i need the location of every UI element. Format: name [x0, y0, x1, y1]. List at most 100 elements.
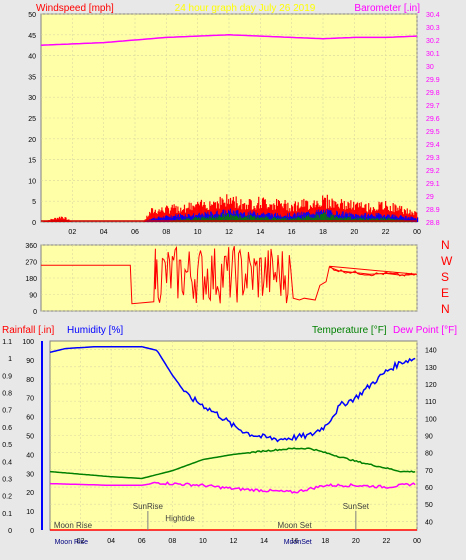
wind-average-bar: [181, 215, 183, 222]
wind-speed-bar: [231, 215, 233, 222]
wind-average-bar: [353, 214, 355, 222]
wind-average-bar: [163, 216, 165, 222]
wind-speed-bar: [204, 217, 206, 222]
wind-gust-bar: [61, 216, 63, 222]
x-tick: 18: [321, 538, 329, 545]
x-tick: 06: [131, 229, 139, 236]
wind-speed-bar: [323, 212, 324, 222]
wind-speed-bar: [203, 218, 205, 222]
wind-gust-bar: [358, 202, 360, 222]
wind-gust-bar: [370, 207, 372, 222]
wind-speed-bar: [233, 216, 235, 222]
wind-speed-bar: [376, 217, 378, 222]
wind-gust-bar: [386, 206, 389, 222]
dewpoint-axis-label: Dew Point [°F]: [393, 325, 457, 336]
wind-gust-bar: [171, 204, 173, 222]
wind-average-bar: [400, 215, 402, 222]
wind-gust-bar: [175, 205, 177, 222]
wind-speed-bar: [324, 212, 326, 222]
wind-speed-bar: [197, 217, 199, 222]
wind-speed-bar: [356, 217, 358, 222]
wind-average-bar: [355, 214, 357, 222]
wind-speed-bar: [225, 214, 227, 222]
wind-gust-bar: [378, 201, 380, 222]
wind-gust-bar: [338, 206, 340, 222]
wind-gust-bar: [192, 205, 194, 222]
wind-speed-bar: [241, 217, 243, 222]
wind-average-bar: [167, 216, 169, 222]
wind-gust-bar: [257, 202, 259, 222]
wind-average-bar: [158, 216, 160, 222]
windspeed-axis-label: Windspeed [mph]: [36, 3, 114, 14]
wind-average-bar: [277, 215, 279, 222]
wind-gust-bar: [397, 207, 399, 222]
wind-average-bar: [205, 213, 207, 222]
rain-y-tick: 0.8: [2, 391, 12, 398]
wind-speed-bar: [336, 216, 338, 222]
wind-speed-bar: [359, 217, 361, 222]
wind-direction-letter: N: [441, 238, 450, 252]
wind-speed-bar: [346, 217, 348, 222]
wind-gust-bar: [154, 209, 156, 222]
wind-y-tick: 50: [28, 12, 36, 19]
wind-average-bar: [342, 211, 344, 222]
wind-average-bar: [216, 210, 218, 222]
wind-gust-bar: [363, 208, 365, 222]
wind-speed-bar: [259, 218, 261, 222]
dewpoint-line: [49, 481, 416, 494]
wind-gust-bar: [151, 208, 154, 222]
wind-gust-bar: [305, 200, 307, 222]
wind-average-bar: [296, 213, 298, 222]
wind-average-bar: [413, 217, 415, 222]
wind-average-bar: [172, 216, 174, 222]
wind-speed-bar: [272, 218, 274, 222]
wind-speed-bar: [217, 216, 219, 222]
wind-gust-bar: [185, 208, 187, 222]
humidity-y-tick: 100: [22, 339, 34, 346]
x-tick: 06: [138, 538, 146, 545]
temperature-y-tick: 140: [425, 348, 437, 355]
wind-gust-bar: [369, 209, 371, 222]
wind-speed-bar: [215, 216, 217, 222]
wind-speed-bar: [310, 217, 312, 222]
wind-speed-bar: [206, 218, 208, 222]
wind-gust-bar: [403, 209, 406, 222]
wind-average-bar: [271, 213, 273, 222]
wind-y-tick: 20: [28, 137, 36, 144]
wind-gust-bar: [347, 201, 349, 222]
wind-speed-bar: [347, 216, 349, 222]
wind-gust-bar: [194, 207, 196, 222]
wind-speed-bar: [393, 218, 395, 222]
wind-gust-bar: [309, 205, 312, 222]
wind-speed-bar: [341, 218, 343, 222]
wind-speed-bar: [338, 217, 340, 222]
wind-gust-bar: [356, 202, 359, 222]
wind-speed-bar: [340, 217, 342, 222]
wind-gust-bar: [414, 211, 416, 222]
wind-average-bar: [155, 218, 157, 222]
wind-speed-bar: [382, 217, 384, 222]
wind-speed-bar: [212, 215, 214, 222]
wind-average-bar: [352, 214, 354, 222]
wind-average-bar: [349, 212, 351, 222]
wind-average-bar: [229, 210, 231, 222]
wind-gust-bar: [196, 204, 198, 222]
wind-speed-bar: [267, 216, 269, 222]
wind-average-bar: [279, 214, 281, 222]
rain-y-tick: 0.5: [2, 442, 12, 449]
wind-gust-bar: [260, 204, 262, 222]
wind-gust-bar: [300, 206, 302, 222]
wind-speed-bar: [258, 217, 260, 222]
humidity-y-tick: 0: [30, 528, 34, 535]
temperature-y-tick: 120: [425, 382, 437, 389]
wind-gust-bar: [415, 211, 417, 222]
wind-gust-bar: [285, 203, 287, 222]
wind-gust-bar: [380, 202, 382, 222]
wind-gust-bar: [331, 198, 333, 222]
x-tick: 10: [194, 229, 202, 236]
wind-average-bar: [179, 216, 181, 222]
wind-average-bar: [275, 212, 277, 222]
wind-average-bar: [364, 213, 366, 222]
wind-gust-bar: [159, 211, 161, 222]
